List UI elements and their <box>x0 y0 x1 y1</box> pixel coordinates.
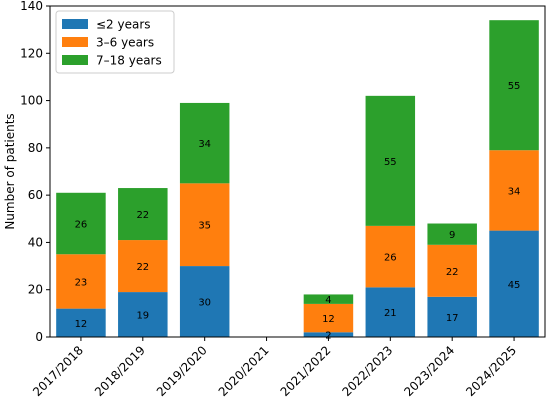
bar-2019-2020-series-2 <box>179 183 230 267</box>
bar-2021-2022-series-3 <box>303 294 354 304</box>
bar-2024-2025-series-3 <box>489 20 539 151</box>
data-label-2024-2025-series-3: 55 <box>508 81 521 92</box>
y-tick-label: 60 <box>28 188 43 202</box>
bar-2024-2025-series-1 <box>489 230 539 337</box>
data-label-2023-2024-series-1: 17 <box>446 313 459 324</box>
data-label-2022-2023-series-2: 26 <box>384 253 397 264</box>
legend-label-2: 3–6 years <box>96 36 154 50</box>
bar-2022-2023-series-1 <box>365 287 416 337</box>
bar-2017-2018-series-3 <box>56 192 106 255</box>
y-tick-label: 100 <box>20 94 43 108</box>
x-tick-label-2022-2023: 2022/2023 <box>339 343 395 399</box>
bar-2019-2020-series-3 <box>179 102 230 184</box>
data-label-2023-2024-series-2: 22 <box>446 267 459 278</box>
data-label-2021-2022-series-1: 2 <box>325 331 331 342</box>
legend-swatch-1 <box>62 19 88 29</box>
data-label-2017-2018-series-3: 26 <box>75 220 88 231</box>
data-label-2019-2020-series-2: 35 <box>198 221 211 232</box>
bar-2017-2018-series-1 <box>56 308 106 337</box>
data-label-2019-2020-series-1: 30 <box>198 298 211 309</box>
data-label-2024-2025-series-1: 45 <box>508 280 521 291</box>
data-label-2022-2023-series-1: 21 <box>384 308 397 319</box>
legend: ≤2 years 3–6 years 7–18 years <box>55 10 175 74</box>
bar-2023-2024-series-3 <box>427 223 477 245</box>
x-tick-label-2018-2019: 2018/2019 <box>92 343 148 399</box>
bar-2018-2019-series-1 <box>118 292 168 337</box>
bar-2019-2020-series-1 <box>179 266 230 337</box>
y-tick-label: 20 <box>28 283 43 297</box>
data-label-2021-2022-series-2: 12 <box>322 314 335 325</box>
data-label-2018-2019-series-2: 22 <box>136 262 149 273</box>
x-axis: 2017/2018 2018/2019 2019/2020 2020/2021 2021… <box>30 337 519 399</box>
data-label-2024-2025-series-2: 34 <box>508 186 521 197</box>
y-tick-label: 40 <box>28 235 43 249</box>
legend-swatch-2 <box>62 37 88 47</box>
x-tick-label-2024-2025: 2024/2025 <box>463 343 519 399</box>
bar-2022-2023-series-3 <box>365 95 416 226</box>
y-tick-label: 0 <box>35 330 43 344</box>
y-axis-title: Number of patients <box>3 113 17 229</box>
y-tick-label: 120 <box>20 46 43 60</box>
y-tick-label: 140 <box>20 0 43 13</box>
bar-2024-2025-series-2 <box>489 150 539 231</box>
legend-label-1: ≤2 years <box>96 18 151 32</box>
data-label-2018-2019-series-3: 22 <box>136 210 149 221</box>
legend-swatch-3 <box>62 55 88 65</box>
x-tick-label-2020-2021: 2020/2021 <box>216 343 272 399</box>
bars-layer <box>56 20 539 337</box>
data-label-2018-2019-series-1: 19 <box>136 311 149 322</box>
y-tick-label: 80 <box>28 141 43 155</box>
bar-2018-2019-series-2 <box>118 240 168 293</box>
bar-2018-2019-series-3 <box>118 188 168 241</box>
data-label-2022-2023-series-3: 55 <box>384 157 397 168</box>
bar-2022-2023-series-2 <box>365 225 416 288</box>
data-label-2017-2018-series-1: 12 <box>75 319 88 330</box>
bar-2021-2022-series-1 <box>303 332 354 337</box>
x-tick-label-2023-2024: 2023/2024 <box>401 343 457 399</box>
data-label-2023-2024-series-3: 9 <box>449 230 455 241</box>
data-labels-layer: 12 23 26 19 22 22 30 35 34 2 12 4 21 26 55 17 22 9 45 34 55 <box>75 81 521 341</box>
x-tick-label-2017-2018: 2017/2018 <box>30 343 86 399</box>
bar-2023-2024-series-2 <box>427 244 477 297</box>
bar-2023-2024-series-1 <box>427 296 477 337</box>
data-label-2019-2020-series-3: 34 <box>198 139 211 150</box>
legend-label-3: 7–18 years <box>96 54 162 68</box>
data-label-2017-2018-series-2: 23 <box>75 277 88 288</box>
bar-2017-2018-series-2 <box>56 254 106 309</box>
data-label-2021-2022-series-3: 4 <box>325 295 331 306</box>
x-tick-label-2021-2022: 2021/2022 <box>278 343 334 399</box>
x-tick-label-2019-2020: 2019/2020 <box>154 343 210 399</box>
plot-frame <box>49 5 546 338</box>
y-axis: 0 20 40 60 80 100 120 140 <box>20 0 50 344</box>
bar-2021-2022-series-2 <box>303 303 354 333</box>
